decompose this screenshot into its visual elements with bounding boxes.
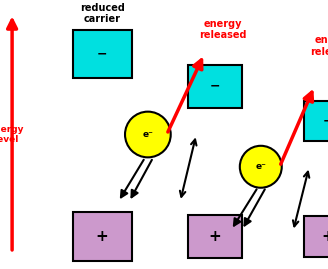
Bar (304, 101, 328, 141)
Bar (304, 217, 328, 257)
Text: −: − (97, 47, 107, 60)
Text: e⁻: e⁻ (256, 162, 266, 171)
Text: e⁻: e⁻ (142, 130, 153, 139)
Text: energy
released: energy released (199, 19, 247, 41)
Circle shape (125, 112, 171, 157)
Text: reduced
carrier: reduced carrier (80, 3, 125, 24)
Text: +: + (96, 229, 109, 244)
Bar (72, 213, 132, 261)
Text: +: + (322, 229, 328, 244)
Bar (188, 215, 242, 258)
Text: −: − (323, 115, 328, 128)
Text: −: − (210, 80, 220, 93)
Text: energy
released: energy released (310, 35, 328, 57)
Circle shape (240, 146, 282, 188)
Text: +: + (209, 229, 221, 244)
Text: energy
level: energy level (0, 125, 25, 144)
Bar (72, 30, 132, 78)
Bar (188, 65, 242, 108)
